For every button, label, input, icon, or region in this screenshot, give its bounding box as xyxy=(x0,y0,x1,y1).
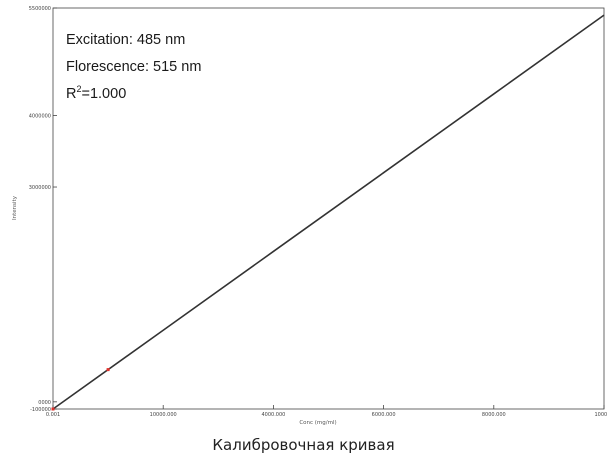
plot-area xyxy=(52,7,605,410)
x-tick-label: 8000.000 xyxy=(482,412,506,418)
x-axis-ticks: 0.001 10000.000 4000.000 6000.000 8000.000 10… xyxy=(46,405,607,418)
points-layer xyxy=(51,368,110,411)
y-tick-label: -100000 xyxy=(30,407,51,413)
x-tick-label: 100000 xyxy=(594,412,607,418)
y-tick-label: 4000000 xyxy=(29,113,51,119)
data-point xyxy=(106,368,110,372)
r-squared-symbol: R xyxy=(66,86,76,102)
x-tick-label: 6000.000 xyxy=(372,412,396,418)
figure-caption: Калибровочная кривая xyxy=(212,436,395,454)
annotation-florescence: Florescence: 515 nm xyxy=(66,59,201,75)
r-squared-value: =1.000 xyxy=(82,86,127,102)
calibration-chart: 0.001 10000.000 4000.000 6000.000 8000.000 10… xyxy=(12,6,607,426)
y-axis-ticks: 5500000 4000000 3000000 0000-100000 xyxy=(29,6,57,413)
annotation-r-squared: R2=1.000 xyxy=(66,84,126,102)
y-tick-label: 0000 xyxy=(38,400,51,406)
x-tick-label: 4000.000 xyxy=(261,412,285,418)
x-tick-label: 0.001 xyxy=(46,412,60,418)
y-tick-label: 5500000 xyxy=(29,6,51,12)
x-tick-label: 10000.000 xyxy=(150,412,177,418)
r-squared-superscript: 2 xyxy=(76,84,81,94)
y-tick-label: 3000000 xyxy=(29,185,51,191)
calibration-line xyxy=(52,14,605,410)
annotation-excitation: Excitation: 485 nm xyxy=(66,32,185,48)
data-point xyxy=(51,407,55,411)
x-axis-label: Conc (mg/ml) xyxy=(299,420,336,426)
y-axis-label: Intensity xyxy=(12,195,18,220)
series-layer xyxy=(52,14,605,410)
